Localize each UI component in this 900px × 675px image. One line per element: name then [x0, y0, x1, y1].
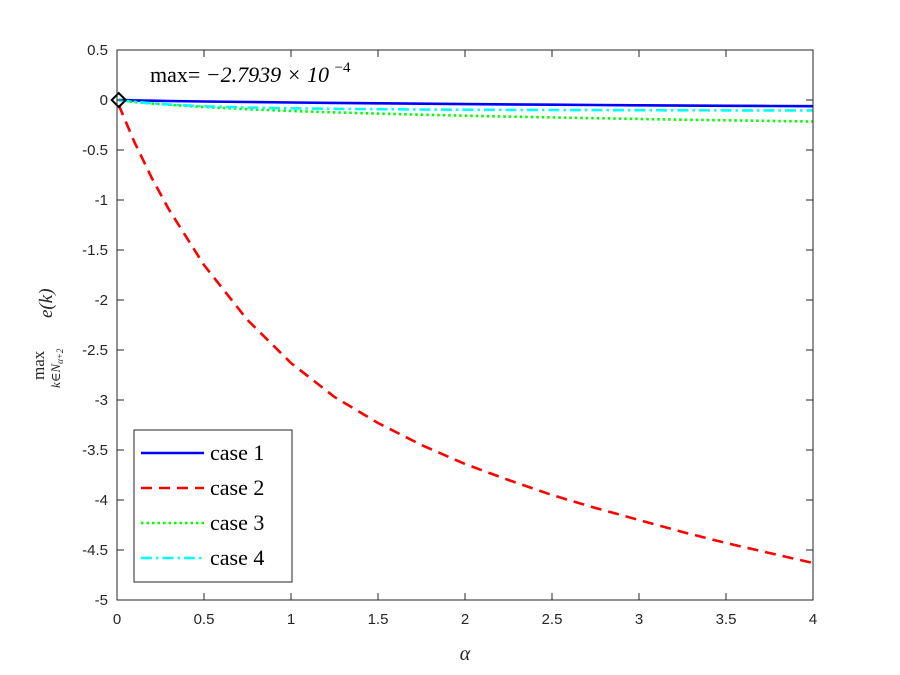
x-tick-label: 0	[113, 611, 121, 628]
legend: case 1 case 2 case 3 case 4	[133, 429, 293, 583]
legend-label-case-1: case 1	[210, 440, 264, 465]
x-tick-label: 2.5	[542, 611, 563, 628]
annotation-mantissa: −2.7939 × 10	[206, 62, 329, 87]
x-tick-label: 3	[635, 611, 643, 628]
y-tick-label: -1.5	[82, 242, 108, 259]
max-annotation: max= −2.7939 × 10 −4	[150, 60, 351, 87]
series-line-case-1	[118, 98, 814, 108]
x-tick-label: 0.5	[194, 611, 215, 628]
annotation-prefix: max=	[150, 62, 200, 87]
y-tick-label: -3.5	[82, 442, 108, 459]
y-axis-label: max k∈Nα+2 e(k)	[29, 288, 65, 388]
y-tick-label: -3	[95, 392, 108, 409]
x-tick-label: 1	[287, 611, 295, 628]
x-axis-label: α	[460, 643, 471, 665]
y-tick-label: 0	[100, 92, 108, 109]
y-label-func: e(k)	[36, 288, 57, 318]
y-tick-label: -1	[95, 192, 108, 209]
ticks-layer	[116, 49, 814, 601]
legend-entries: case 1 case 2 case 3 case 4	[141, 440, 264, 570]
annotation-exponent: −4	[335, 60, 351, 76]
y-tick-label: -4	[95, 492, 108, 509]
series-line-case-2	[117, 104, 814, 565]
y-label-sub-main: k∈N	[48, 363, 63, 388]
legend-label-case-2: case 2	[210, 475, 264, 500]
y-tick-label: -2	[95, 292, 108, 309]
legend-box	[133, 429, 293, 583]
series-line-case-4	[118, 98, 814, 112]
y-tick-label: -5	[95, 592, 108, 609]
legend-label-case-4: case 4	[210, 545, 264, 570]
marker-layer	[110, 91, 128, 109]
y-label-sub-sub: α+2	[55, 348, 65, 364]
series-layer	[117, 98, 814, 565]
y-tick-label: -2.5	[82, 342, 108, 359]
y-label-head: max	[29, 350, 48, 380]
x-tick-label: 1.5	[368, 611, 389, 628]
x-tick-label: 2	[461, 611, 469, 628]
x-tick-label: 3.5	[716, 611, 737, 628]
legend-label-case-3: case 3	[210, 510, 264, 535]
y-tick-label: -4.5	[82, 542, 108, 559]
tick-labels: 0 0.5 1 1.5 2 2.5 3 3.5 4 0.5 0 -0.5 -1 -1.5 -2 -2.5 -3 -…	[82, 42, 817, 628]
y-tick-label: -0.5	[82, 142, 108, 159]
y-tick-label: 0.5	[87, 42, 108, 59]
y-label-subscript: k∈Nα+2	[48, 348, 65, 388]
max-marker	[110, 91, 128, 109]
x-tick-label: 4	[809, 611, 817, 628]
